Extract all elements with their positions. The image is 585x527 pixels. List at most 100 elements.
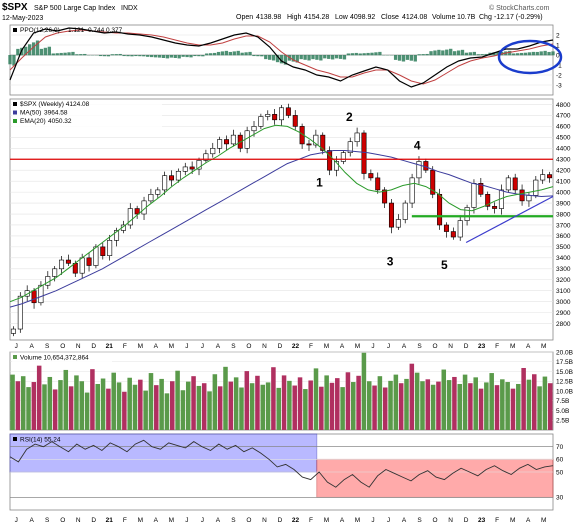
ppo-histogram-bar	[55, 53, 59, 56]
price-tick-label: 3200	[556, 277, 571, 284]
volume-bar	[430, 384, 436, 430]
x-axis-middle-tick-label: 21	[106, 343, 114, 350]
x-axis-middle-tick-label: D	[278, 343, 283, 350]
volume-bar	[244, 371, 250, 430]
ppo-histogram-bar	[205, 53, 209, 56]
candle-body	[24, 290, 30, 297]
volume-bar	[542, 376, 548, 430]
volume-bar	[164, 393, 170, 430]
volume-bar	[414, 372, 420, 430]
candle-body	[52, 268, 58, 277]
rsi-zone-red	[316, 458, 554, 498]
volume-bar	[324, 375, 329, 430]
ppo-histogram-bar	[165, 55, 170, 59]
volume-bar	[116, 382, 122, 430]
ppo-histogram-bar	[232, 51, 236, 56]
ppo-histogram-bar	[409, 55, 414, 61]
x-axis-middle-tick-label: N	[262, 343, 267, 350]
ppo-histogram-bar	[476, 54, 480, 56]
x-axis-middle-tick-label: J	[371, 343, 374, 350]
x-axis-bottom-tick-label: A	[154, 517, 159, 524]
ppo-histogram-bar	[299, 55, 303, 60]
x-axis-bottom-tick-label: J	[185, 517, 188, 524]
ppo-histogram-bar	[228, 51, 233, 56]
ppo-histogram-bar	[401, 55, 406, 62]
ppo-histogram-bar	[338, 55, 343, 59]
price-tick-label: 3900	[556, 200, 571, 207]
candle-body	[375, 177, 381, 191]
volume-tick-label: 7.5B	[556, 398, 569, 405]
candle-body	[162, 175, 168, 191]
volume-bar	[207, 391, 212, 430]
x-axis-bottom-tick-label: 23	[478, 517, 486, 524]
volume-bar	[532, 374, 537, 430]
ppo-histogram-bar	[354, 52, 358, 56]
candle-body	[189, 166, 195, 170]
volume-bar	[159, 378, 164, 430]
ppo-histogram-bar	[185, 55, 189, 58]
volume-tick-label: 15.0B	[556, 369, 573, 376]
candle-body	[327, 150, 333, 171]
candle-body	[59, 259, 65, 270]
ppo-histogram-bar	[531, 51, 535, 56]
candle-body	[457, 220, 463, 238]
ppo-histogram-bar	[378, 51, 382, 56]
x-axis-bottom-tick-label: A	[216, 517, 221, 524]
ppo-histogram-bar	[43, 47, 48, 56]
price-legend-swatch	[13, 102, 17, 106]
volume-bar	[132, 384, 138, 430]
volume-bar	[319, 386, 324, 430]
ppo-histogram-bar	[169, 55, 173, 58]
ppo-histogram-bar	[201, 55, 205, 57]
ppo-histogram-bar	[224, 50, 229, 56]
ppo-highlight-circle	[497, 39, 563, 75]
x-axis-middle-tick-label: M	[324, 343, 329, 350]
price-panel: 4800 4700 4600 4500 4400 4300 4200 4100 4000 3900…	[9, 98, 571, 341]
candle-body	[464, 207, 470, 221]
ppo-histogram-bar	[256, 55, 260, 57]
ppo-histogram-bar	[539, 51, 543, 56]
ma50-legend-value: 3964.58	[44, 110, 68, 117]
x-axis-bottom-tick-label: A	[340, 517, 345, 524]
ppo-histogram-bar	[437, 49, 441, 56]
rsi-legend-title: RSI(14) 55.24	[20, 437, 61, 444]
x-axis-middle-tick-label: A	[154, 343, 159, 350]
volume-legend-bg	[12, 353, 112, 362]
ppo-histogram-bar	[468, 52, 473, 56]
ppo-histogram-bar	[47, 46, 52, 56]
ma50-legend-swatch	[13, 110, 17, 115]
x-axis-middle: J A S O N D 21 F M A M J J A S O N D 22 F M A M J J A S O N D 23 F M A M	[15, 343, 547, 350]
ppo-histogram-bar	[291, 55, 295, 62]
wave-label: 3	[387, 255, 394, 269]
volume-bar	[473, 377, 478, 430]
change-value: -12.17 (-0.29%)	[494, 14, 543, 21]
volume-bar	[271, 367, 276, 430]
x-axis-bottom-tick-label: J	[15, 517, 18, 524]
header-date: 12-May-2023	[2, 15, 43, 22]
ppo-histogram-bar	[31, 42, 36, 56]
header-quote: Open 4138.98 High 4154.28 Low 4098.92 Cl…	[236, 14, 543, 21]
candle-body	[258, 116, 264, 127]
candle-body	[388, 202, 394, 228]
candle-body	[416, 161, 422, 179]
x-axis-bottom-tick-label: F	[309, 517, 313, 524]
ppo-histogram-bar	[193, 55, 197, 57]
high-label: High	[287, 14, 302, 21]
ppo-tick-label: -2	[556, 72, 562, 79]
volume-bar	[239, 387, 244, 430]
ppo-histogram-bar	[393, 55, 398, 60]
volume-bar	[249, 383, 255, 430]
price-tick-label: 4200	[556, 168, 571, 175]
volume-bar	[510, 388, 516, 430]
x-axis-bottom-tick-label: D	[464, 517, 469, 524]
candle-body	[100, 246, 106, 256]
candle-body	[134, 208, 140, 215]
x-axis-middle-tick-label: O	[60, 343, 65, 350]
ppo-histogram-bar	[153, 55, 158, 58]
volume-bar	[47, 376, 53, 430]
price-tick-label: 4700	[556, 113, 571, 120]
volume-bar	[68, 386, 74, 430]
x-axis-middle-tick-label: J	[185, 343, 188, 350]
price-tick-label: 3000	[556, 299, 571, 306]
